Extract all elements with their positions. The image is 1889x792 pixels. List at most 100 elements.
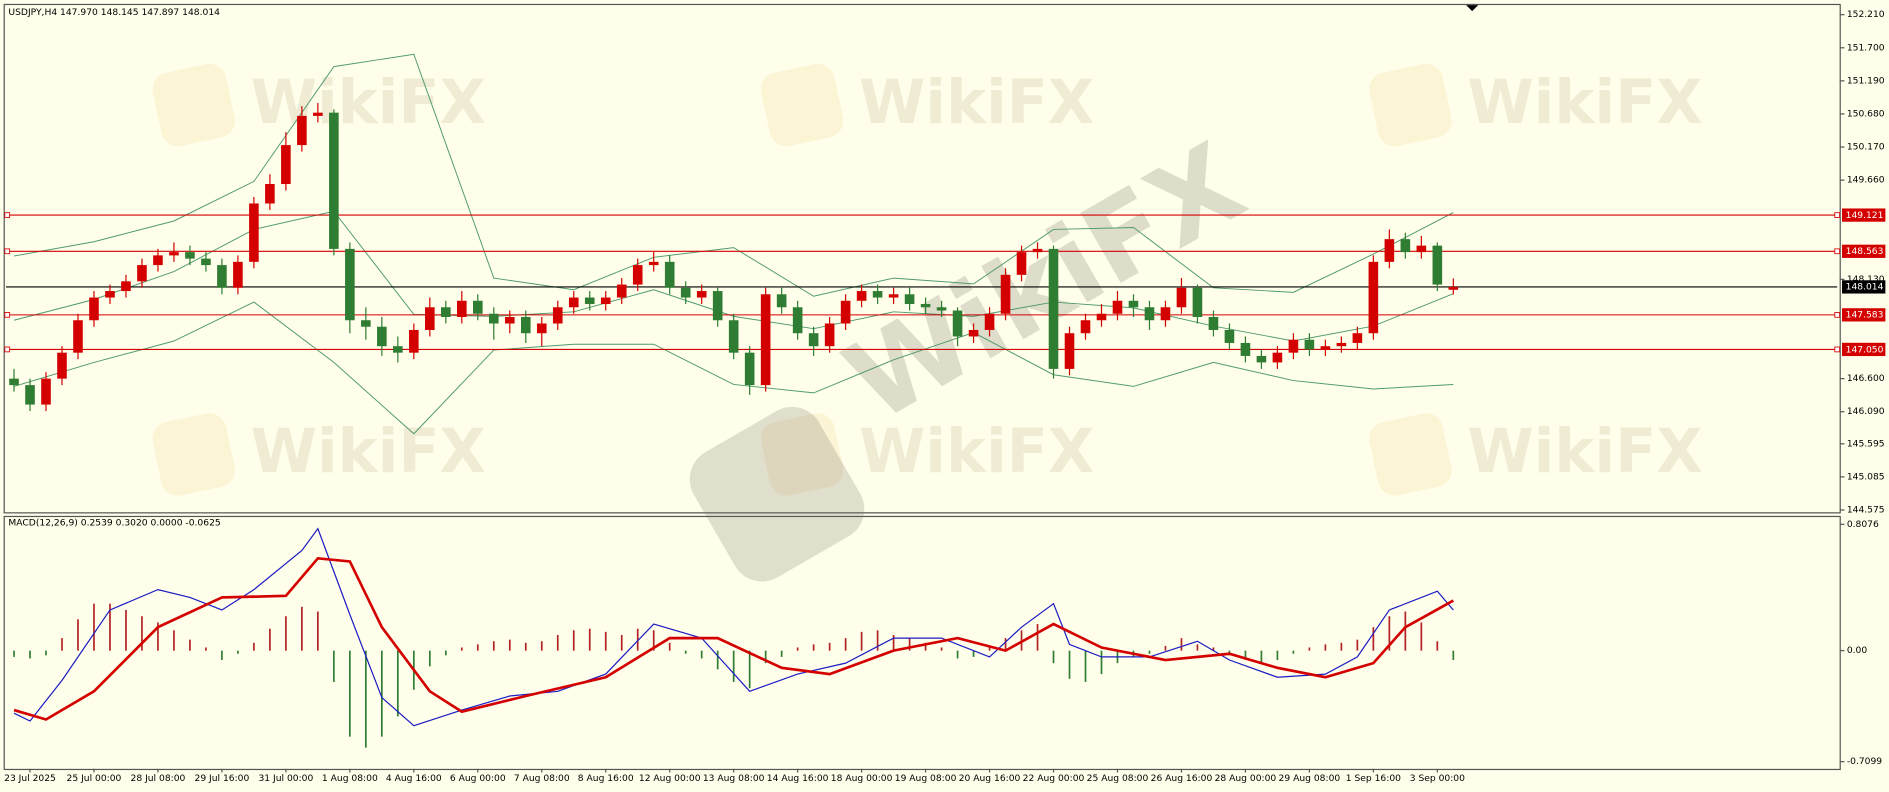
candle-body <box>536 323 547 334</box>
candle-body <box>41 378 51 405</box>
level-label-box <box>1842 244 1886 258</box>
macd-histogram-bar <box>173 630 175 651</box>
candle-body <box>249 203 259 262</box>
candle-body <box>488 313 499 324</box>
watermark: WikiFX <box>1467 68 1702 138</box>
candle-body <box>1336 342 1347 347</box>
candle-body <box>936 307 947 311</box>
level-label: 147.050 <box>1846 345 1884 355</box>
macd-histogram-bar <box>572 630 575 651</box>
candle-body <box>776 294 787 308</box>
candle-body <box>968 329 979 337</box>
candle-body <box>153 255 163 266</box>
level-handle <box>4 346 11 353</box>
x-tick-label: 31 Jul 00:00 <box>258 774 313 784</box>
x-tick-label: 23 Jul 2025 <box>4 774 56 784</box>
candle-body <box>201 258 211 266</box>
macd-histogram-bar <box>924 642 927 651</box>
candle-body <box>1384 239 1395 262</box>
x-tick-label: 18 Aug 00:00 <box>831 774 893 784</box>
candle-body <box>313 112 323 116</box>
x-tick-label: 6 Aug 00:00 <box>450 774 506 784</box>
candle-body <box>393 346 403 353</box>
macd-histogram-bar <box>157 622 159 651</box>
macd-histogram-bar <box>828 642 831 651</box>
macd-histogram-bar <box>1452 650 1455 661</box>
macd-histogram-bar <box>476 644 479 651</box>
candle-body <box>584 297 595 305</box>
candle-body <box>696 291 707 298</box>
x-tick-label: 25 Aug 08:00 <box>1087 774 1149 784</box>
level-label: 147.583 <box>1846 311 1884 321</box>
candle-body <box>1192 287 1203 317</box>
candle-body <box>89 297 99 321</box>
candle-body <box>616 284 627 298</box>
candle-body <box>1208 316 1219 330</box>
macd-histogram-bar <box>988 647 991 651</box>
price-panel <box>3 3 1841 514</box>
y-tick-label: 152.210 <box>1847 10 1885 20</box>
y-tick-label: 146.090 <box>1847 407 1885 417</box>
x-tick-label: 14 Aug 16:00 <box>767 774 829 784</box>
macd-histogram-bar <box>1148 650 1151 654</box>
macd-histogram-bar <box>1324 644 1327 651</box>
level-handle <box>1834 312 1841 318</box>
level-label-box <box>1842 208 1886 222</box>
macd-histogram-bar <box>1164 645 1167 651</box>
watermark: WikiFX <box>859 68 1094 138</box>
macd-histogram-bar <box>1068 650 1071 679</box>
level-handle <box>4 312 11 318</box>
candle-body <box>568 297 579 308</box>
x-tick-label: 3 Sep 00:00 <box>1410 774 1465 784</box>
y-tick-label: 146.600 <box>1847 374 1885 384</box>
macd-histogram-bar <box>908 638 911 651</box>
macd-histogram-bar <box>780 650 783 657</box>
candle-body <box>1368 261 1379 334</box>
macd-histogram-bar <box>1036 624 1039 651</box>
macd-histogram-bar <box>109 603 111 651</box>
candle-body <box>25 385 35 405</box>
macd-histogram-bar <box>125 609 127 651</box>
candle-body <box>472 300 483 314</box>
candle-body <box>1224 329 1235 343</box>
candle-body <box>1352 333 1363 343</box>
candle-body <box>1448 286 1459 290</box>
x-tick-label: 28 Aug 00:00 <box>1215 774 1277 784</box>
level-handle <box>1834 346 1841 353</box>
candle-body <box>856 291 867 301</box>
candle-body <box>1112 300 1123 314</box>
watermark-logo <box>1369 413 1452 496</box>
level-handle <box>1834 212 1841 218</box>
candle-body <box>1032 248 1043 253</box>
macd-histogram-bar <box>716 650 719 670</box>
macd-line <box>13 527 1454 727</box>
watermark-logo <box>152 413 235 496</box>
x-tick-label: 4 Aug 16:00 <box>386 774 442 784</box>
macd-histogram-bar <box>1196 644 1199 651</box>
watermark: WikiFX <box>251 68 486 138</box>
macd-histogram-bar <box>428 650 431 667</box>
macd-histogram-bar <box>29 650 31 659</box>
macd-histogram-bar <box>1372 627 1375 651</box>
x-tick-label: 26 Aug 16:00 <box>1151 774 1213 784</box>
macd-histogram-bar <box>620 634 623 651</box>
macd-histogram-bar <box>556 634 559 651</box>
macd-histogram-bar <box>844 638 847 651</box>
candle-body <box>1272 352 1283 363</box>
macd-histogram-bar <box>189 639 191 651</box>
macd-histogram-bar <box>1420 622 1423 651</box>
level-label-box <box>1842 342 1886 357</box>
macd-histogram-bar <box>940 647 943 651</box>
y-tick-label: 150.170 <box>1847 143 1885 153</box>
watermark-logo <box>760 63 844 147</box>
candle-body <box>1320 346 1331 350</box>
macd-histogram-bar <box>1004 638 1007 651</box>
macd-histogram-bar <box>1052 650 1055 664</box>
chart-title: USDJPY,H4 147.970 148.145 147.897 148.01… <box>8 8 220 18</box>
candle-body <box>185 252 195 259</box>
macd-histogram-bar <box>1212 647 1215 651</box>
macd-histogram-bar <box>1100 650 1103 675</box>
macd-histogram-bar <box>77 619 79 651</box>
